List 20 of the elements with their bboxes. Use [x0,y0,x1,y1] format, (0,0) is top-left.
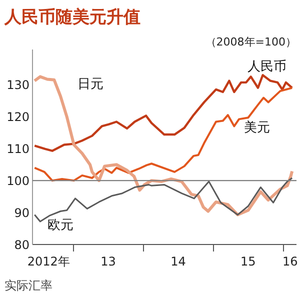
x-tick-label: 13 [100,254,116,268]
y-tick-label: 80 [14,238,30,252]
text: 实际汇率 [4,278,52,292]
chart-subtitle: （2008年=100） [205,36,297,48]
y-tick-label: 130 [6,78,30,92]
series-label: 欧元 [47,218,74,233]
series-label: 美元 [244,119,270,136]
x-tick-label: 2012年 [27,254,70,268]
x-tick-label: 14 [170,254,186,268]
line-series [34,74,294,152]
series-label: 人民币 [248,60,287,75]
line-series [33,75,294,216]
x-tick-label: 15 [240,254,256,268]
y-tick-label: 100 [6,174,30,188]
y-tick-label: 90 [14,206,30,220]
x-tick-label: 16 [282,254,298,268]
y-tick-label: 120 [6,110,30,124]
y-tick-label: 110 [6,142,30,156]
series-label: 日元 [78,77,104,92]
chart-title: 人民币随美元升值 [4,8,140,28]
